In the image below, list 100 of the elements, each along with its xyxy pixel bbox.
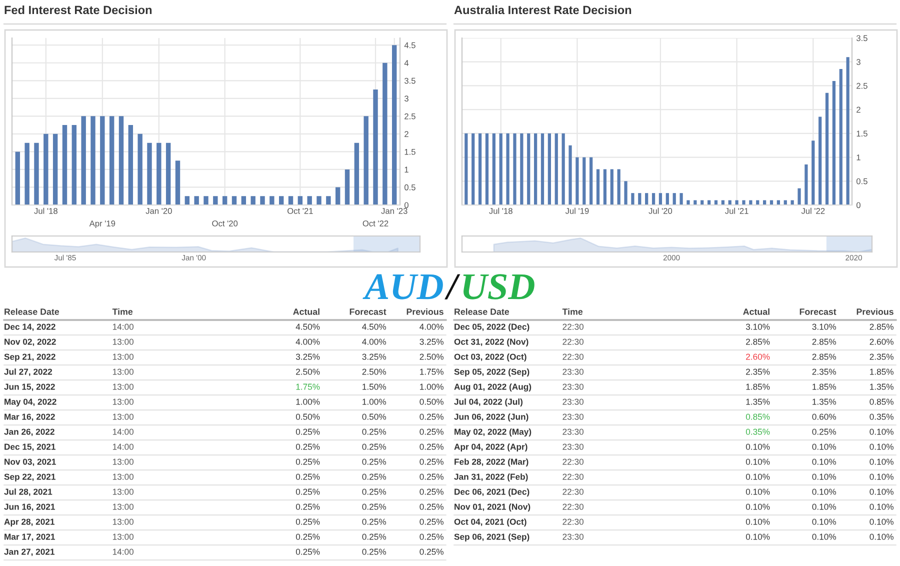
bar xyxy=(534,133,538,205)
bar xyxy=(554,133,558,205)
bar xyxy=(298,196,303,205)
text: Jun 16, 2021 xyxy=(4,504,55,512)
bar xyxy=(562,133,565,205)
text: 23:30 xyxy=(562,368,584,375)
bar xyxy=(832,80,836,205)
bar xyxy=(478,133,482,205)
text: 22:30 xyxy=(562,488,584,495)
text: 0.10% xyxy=(746,488,770,495)
text: Oct 31, 2022 (Nov) xyxy=(454,338,528,347)
x-tick-label: Apr '19 xyxy=(89,220,116,228)
text: May 02, 2022 (May) xyxy=(454,428,532,437)
text: 0.50% xyxy=(420,398,444,405)
text: Jan 26, 2022 xyxy=(4,428,54,436)
text: 0.10% xyxy=(812,488,836,495)
text: 0.25% xyxy=(362,458,386,465)
bar xyxy=(241,196,246,205)
bar xyxy=(776,200,780,205)
y-tick-label: 1 xyxy=(404,166,408,172)
text: 14:00 xyxy=(112,324,134,330)
text: 4.50% xyxy=(296,324,320,330)
text: 22:30 xyxy=(562,324,584,330)
bar xyxy=(34,142,39,205)
bar xyxy=(742,200,746,205)
y-tick-label: 3.5 xyxy=(856,35,868,42)
text: 0.25% xyxy=(296,504,320,510)
bar xyxy=(147,142,152,205)
text: 0.25% xyxy=(420,414,444,420)
text: 1.35% xyxy=(746,398,770,405)
text: Mar 16, 2022 xyxy=(4,414,55,422)
bar xyxy=(680,193,683,205)
text: 0.25% xyxy=(420,474,444,480)
y-tick-label: 0 xyxy=(404,202,408,208)
text: 13:00 xyxy=(112,414,134,420)
bar xyxy=(118,116,124,205)
x-tick-label: Jan '23 xyxy=(381,208,408,214)
text: Jul 28, 2021 xyxy=(4,488,52,496)
bar xyxy=(617,169,620,205)
bar xyxy=(638,193,642,205)
text: Jan 27, 2021 xyxy=(4,548,55,556)
text: 0.10% xyxy=(812,518,836,525)
text: 0.10% xyxy=(746,504,770,510)
bar xyxy=(344,169,350,205)
text: 1.75% xyxy=(420,368,444,375)
text: 2.35% xyxy=(870,354,894,360)
text: 3.25% xyxy=(296,354,320,360)
text: 0.25% xyxy=(296,428,320,435)
bar xyxy=(364,116,368,205)
bar xyxy=(72,125,77,205)
text: 1.00% xyxy=(420,384,444,390)
bar xyxy=(686,200,690,205)
text: 14:00 xyxy=(112,444,134,450)
bar xyxy=(714,200,718,205)
text: 1.75% xyxy=(296,384,320,390)
x-tick-label: Jan '20 xyxy=(146,208,172,214)
category-label: Actual xyxy=(743,308,770,315)
text: 13:00 xyxy=(112,338,134,345)
text: 23:30 xyxy=(562,384,584,390)
bar xyxy=(175,160,180,205)
text: 14:00 xyxy=(112,428,134,435)
text: 0.10% xyxy=(746,458,770,465)
y-tick-label: 2.5 xyxy=(856,82,868,89)
bar xyxy=(707,200,711,205)
bar xyxy=(138,134,142,205)
text: 2.85% xyxy=(870,324,894,330)
text: 0.25% xyxy=(296,474,320,480)
y-tick-label: 0 xyxy=(856,202,860,208)
text: 2.50% xyxy=(296,368,320,375)
text: 13:00 xyxy=(112,368,134,375)
text: Jul 27, 2022 xyxy=(4,368,52,376)
bar xyxy=(128,125,134,205)
text: 0.25% xyxy=(362,474,386,480)
bar xyxy=(770,200,774,205)
text: / xyxy=(444,274,460,300)
text: 23:30 xyxy=(562,414,584,420)
bar xyxy=(784,200,787,205)
bar xyxy=(62,125,68,205)
bar xyxy=(222,196,228,205)
text: 1.85% xyxy=(746,384,770,390)
text: Aug 01, 2022 (Aug) xyxy=(454,383,532,392)
text: Jun 06, 2022 (Jun) xyxy=(454,413,528,422)
text: 3.10% xyxy=(746,324,770,330)
bar xyxy=(472,133,475,205)
text: Mar 17, 2021 xyxy=(4,534,55,542)
text: 0.25% xyxy=(420,458,444,465)
bar xyxy=(52,134,58,205)
text: 22:30 xyxy=(562,518,584,525)
text: 0.50% xyxy=(296,414,320,420)
bar xyxy=(156,142,162,205)
text: 4.00% xyxy=(362,338,386,345)
text: 0.35% xyxy=(870,414,894,420)
text: 0.10% xyxy=(870,504,894,510)
bar xyxy=(658,193,662,205)
bar xyxy=(694,200,697,205)
bar xyxy=(672,193,676,205)
text: 0.10% xyxy=(870,534,894,540)
text: 0.10% xyxy=(746,474,770,480)
text: 13:00 xyxy=(112,504,134,510)
chart-title: Australia Interest Rate Decision xyxy=(454,6,632,14)
